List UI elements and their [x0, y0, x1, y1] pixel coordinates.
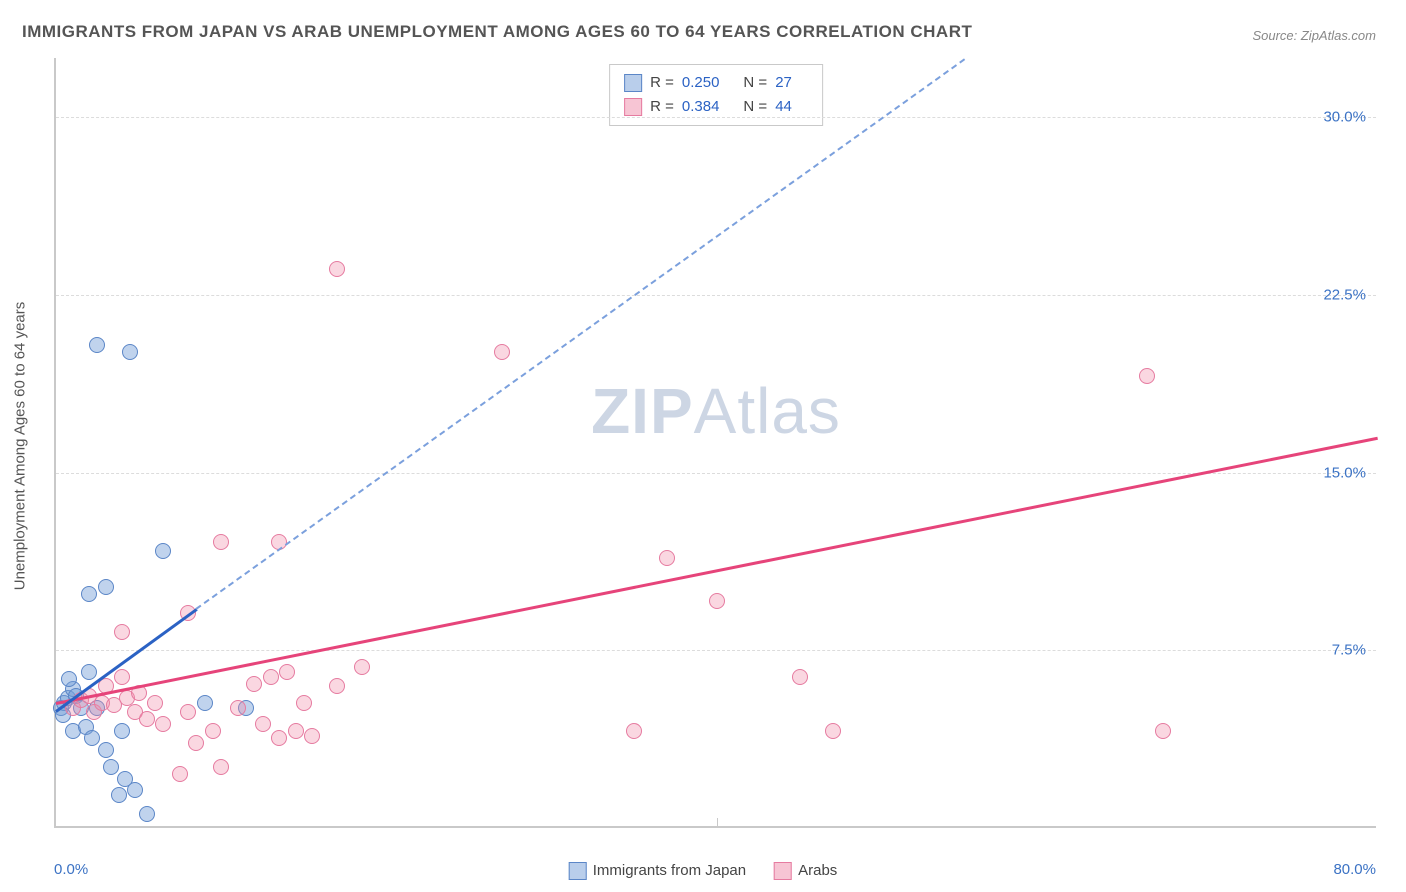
scatter-point-arabs — [279, 664, 295, 680]
y-tick-label: 30.0% — [1323, 109, 1366, 126]
scatter-point-japan — [127, 782, 143, 798]
chart-container: IMMIGRANTS FROM JAPAN VS ARAB UNEMPLOYME… — [0, 0, 1406, 892]
scatter-point-arabs — [180, 704, 196, 720]
watermark: ZIPAtlas — [591, 374, 841, 448]
scatter-point-japan — [84, 730, 100, 746]
n-label: N = — [743, 95, 767, 119]
scatter-point-arabs — [230, 700, 246, 716]
scatter-point-arabs — [288, 723, 304, 739]
watermark-bold: ZIP — [591, 375, 694, 447]
n-label: N = — [743, 71, 767, 95]
gridline — [56, 650, 1376, 651]
scatter-point-japan — [61, 671, 77, 687]
scatter-point-japan — [98, 742, 114, 758]
scatter-point-arabs — [213, 534, 229, 550]
x-tick-max: 80.0% — [1333, 861, 1376, 878]
legend-label-japan: Immigrants from Japan — [593, 862, 746, 879]
legend-row-arabs: R = 0.384 N = 44 — [624, 95, 808, 119]
scatter-point-arabs — [296, 695, 312, 711]
scatter-point-arabs — [188, 735, 204, 751]
scatter-point-arabs — [494, 344, 510, 360]
scatter-point-japan — [111, 787, 127, 803]
n-value-japan: 27 — [775, 71, 792, 95]
series-legend: Immigrants from Japan Arabs — [569, 862, 838, 880]
scatter-point-japan — [89, 337, 105, 353]
scatter-point-arabs — [139, 711, 155, 727]
plot-area: ZIPAtlas R = 0.250 N = 27 R = 0.384 N = … — [54, 58, 1376, 828]
scatter-point-japan — [114, 723, 130, 739]
scatter-point-arabs — [659, 550, 675, 566]
scatter-point-japan — [139, 806, 155, 822]
scatter-point-japan — [155, 543, 171, 559]
scatter-point-arabs — [172, 766, 188, 782]
y-axis-label: Unemployment Among Ages 60 to 64 years — [12, 302, 29, 591]
scatter-point-arabs — [626, 723, 642, 739]
x-tick-min: 0.0% — [54, 861, 88, 878]
y-tick-label: 7.5% — [1332, 642, 1366, 659]
r-value-japan: 0.250 — [682, 71, 720, 95]
trend-line — [196, 58, 966, 609]
scatter-point-japan — [197, 695, 213, 711]
n-value-arabs: 44 — [775, 95, 792, 119]
scatter-point-arabs — [255, 716, 271, 732]
scatter-point-arabs — [114, 624, 130, 640]
legend-row-japan: R = 0.250 N = 27 — [624, 71, 808, 95]
legend-item-japan: Immigrants from Japan — [569, 862, 746, 880]
legend-item-arabs: Arabs — [774, 862, 837, 880]
trend-line — [56, 437, 1379, 705]
source-prefix: Source: — [1252, 28, 1300, 43]
scatter-point-arabs — [329, 261, 345, 277]
scatter-point-arabs — [114, 669, 130, 685]
scatter-point-arabs — [304, 728, 320, 744]
gridline — [56, 473, 1376, 474]
scatter-point-arabs — [205, 723, 221, 739]
chart-title: IMMIGRANTS FROM JAPAN VS ARAB UNEMPLOYME… — [22, 22, 972, 42]
y-tick-label: 15.0% — [1323, 464, 1366, 481]
scatter-point-japan — [103, 759, 119, 775]
swatch-arabs-icon — [774, 862, 792, 880]
swatch-japan-icon — [569, 862, 587, 880]
scatter-point-arabs — [825, 723, 841, 739]
scatter-point-arabs — [246, 676, 262, 692]
scatter-point-arabs — [263, 669, 279, 685]
scatter-point-arabs — [213, 759, 229, 775]
scatter-point-arabs — [1139, 368, 1155, 384]
scatter-point-arabs — [1155, 723, 1171, 739]
scatter-point-arabs — [147, 695, 163, 711]
scatter-point-japan — [81, 586, 97, 602]
source-attribution: Source: ZipAtlas.com — [1252, 28, 1376, 43]
scatter-point-arabs — [792, 669, 808, 685]
swatch-japan — [624, 74, 642, 92]
r-label: R = — [650, 95, 674, 119]
scatter-point-japan — [122, 344, 138, 360]
scatter-point-arabs — [271, 730, 287, 746]
swatch-arabs — [624, 98, 642, 116]
scatter-point-arabs — [354, 659, 370, 675]
scatter-point-arabs — [155, 716, 171, 732]
gridline — [56, 295, 1376, 296]
legend-label-arabs: Arabs — [798, 862, 837, 879]
gridline — [56, 117, 1376, 118]
scatter-point-arabs — [709, 593, 725, 609]
watermark-rest: Atlas — [694, 375, 841, 447]
r-value-arabs: 0.384 — [682, 95, 720, 119]
source-name: ZipAtlas.com — [1301, 28, 1376, 43]
r-label: R = — [650, 71, 674, 95]
scatter-point-japan — [81, 664, 97, 680]
x-tick — [717, 818, 718, 828]
scatter-point-arabs — [329, 678, 345, 694]
scatter-point-japan — [98, 579, 114, 595]
y-tick-label: 22.5% — [1323, 286, 1366, 303]
